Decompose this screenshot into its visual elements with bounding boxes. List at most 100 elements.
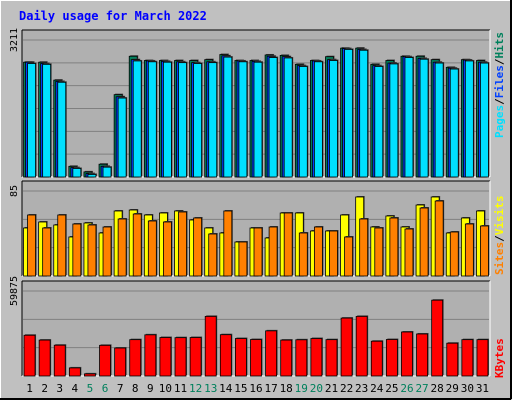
x-tick-label-23: 23 <box>355 382 368 395</box>
bar-pages-day-7 <box>117 97 127 178</box>
bar-sites-day-10 <box>163 221 172 277</box>
bar-kbytes-day-23 <box>355 315 368 377</box>
bar-kbytes-day-2 <box>38 339 51 377</box>
bar-pages-day-8 <box>132 60 142 178</box>
x-tick-label-9: 9 <box>147 382 154 395</box>
bar-pages-day-21 <box>329 60 338 178</box>
bar-pages-day-13 <box>208 62 218 178</box>
x-tick-label-4: 4 <box>72 382 79 395</box>
panel-kbytes: 59875 <box>9 276 491 377</box>
bar-kbytes-day-30 <box>461 339 474 377</box>
x-tick-label-25: 25 <box>385 382 398 395</box>
bar-sites-day-28 <box>434 200 444 277</box>
bar-sites-day-29 <box>449 231 459 277</box>
bar-sites-day-30 <box>464 223 474 277</box>
bar-sites-day-12 <box>193 217 203 277</box>
bar-pages-day-6 <box>102 166 112 178</box>
bar-sites-day-18 <box>283 212 293 277</box>
bar-sites-day-2 <box>42 227 52 277</box>
bar-sites-day-17 <box>268 226 278 277</box>
x-tick-label-11: 11 <box>174 382 187 395</box>
x-tick-label-12: 12 <box>189 382 202 395</box>
bar-kbytes-day-26 <box>401 331 413 377</box>
bar-pages-day-3 <box>57 81 67 178</box>
legend-sep-2: / <box>493 58 506 65</box>
bar-sites-day-22 <box>344 236 353 277</box>
bar-kbytes-day-15 <box>235 338 247 377</box>
bar-pages-day-9 <box>147 61 157 178</box>
bar-sites-day-20 <box>313 226 323 277</box>
bar-kbytes-day-27 <box>416 333 428 377</box>
bar-pages-day-29 <box>449 68 459 178</box>
x-tick-label-15: 15 <box>234 382 247 395</box>
bar-kbytes-day-11 <box>174 337 187 377</box>
bar-sites-day-15 <box>238 241 248 277</box>
chart-panels: 3211 85 59875 <box>9 28 491 377</box>
bar-sites-day-13 <box>208 233 218 277</box>
x-tick-label-28: 28 <box>431 382 444 395</box>
bar-pages-day-28 <box>434 62 444 178</box>
x-tick-label-20: 20 <box>310 382 323 395</box>
x-tick-label-21: 21 <box>325 382 338 395</box>
y-tick-label-hits-files-pages: 3211 <box>9 28 20 52</box>
bar-pages-day-15 <box>238 61 248 178</box>
bar-pages-day-19 <box>298 66 308 178</box>
bar-sites-day-1 <box>27 214 36 277</box>
legend-sep-1: / <box>493 98 506 105</box>
bar-pages-day-24 <box>374 66 384 178</box>
bar-pages-day-18 <box>283 57 293 178</box>
x-tick-label-10: 10 <box>159 382 172 395</box>
bar-kbytes-day-20 <box>310 338 323 377</box>
x-tick-label-14: 14 <box>219 382 233 395</box>
bar-sites-day-7 <box>117 218 127 277</box>
x-tick-label-7: 7 <box>117 382 124 395</box>
x-tick-label-29: 29 <box>446 382 459 395</box>
bar-sites-day-8 <box>132 213 142 277</box>
y-tick-label-visits-sites: 85 <box>9 185 20 197</box>
x-tick-label-3: 3 <box>56 382 63 395</box>
bar-kbytes-day-22 <box>340 317 353 377</box>
bar-sites-day-16 <box>253 227 263 277</box>
x-tick-label-8: 8 <box>132 382 139 395</box>
legend-visits-sites: Sites/Visits <box>493 196 506 276</box>
bar-kbytes-day-18 <box>280 339 293 377</box>
bar-sites-day-25 <box>389 217 399 277</box>
bar-pages-day-23 <box>359 49 369 178</box>
bar-sites-day-5 <box>87 224 97 277</box>
bar-pages-day-17 <box>268 57 278 178</box>
x-tick-label-30: 30 <box>461 382 474 395</box>
legend-files: Files <box>493 65 506 98</box>
bar-pages-day-27 <box>419 58 429 178</box>
bar-sites-day-24 <box>374 227 384 277</box>
x-tick-label-31: 31 <box>476 382 489 395</box>
panel-visits-sites: 85 <box>9 180 491 277</box>
x-tick-label-2: 2 <box>41 382 48 395</box>
chart-title: Daily usage for March 2022 <box>19 9 207 23</box>
bar-pages-day-10 <box>163 61 172 178</box>
bar-kbytes-day-28 <box>431 299 444 377</box>
bar-sites-day-3 <box>57 214 67 277</box>
bar-pages-day-11 <box>178 62 187 178</box>
bar-kbytes-day-8 <box>129 339 142 377</box>
legend-kbytes: KBytes <box>493 338 506 378</box>
panel-hits-files-pages: 3211 <box>9 28 491 178</box>
x-tick-label-19: 19 <box>295 382 308 395</box>
x-tick-label-13: 13 <box>204 382 217 395</box>
bar-pages-day-5 <box>87 174 97 178</box>
bar-kbytes-day-17 <box>265 330 277 377</box>
legend-sep-3: / <box>493 235 506 242</box>
bar-kbytes-day-6 <box>99 344 111 377</box>
legend-hits: Hits <box>493 32 506 59</box>
bar-pages-day-30 <box>464 60 474 178</box>
bar-sites-day-26 <box>404 228 414 277</box>
bar-sites-day-23 <box>359 218 369 277</box>
bar-pages-day-25 <box>389 63 399 178</box>
bar-kbytes-day-24 <box>370 340 383 377</box>
bar-pages-day-26 <box>404 57 414 178</box>
bar-pages-day-12 <box>193 63 203 178</box>
bar-sites-day-4 <box>72 223 82 277</box>
x-tick-label-26: 26 <box>400 382 413 395</box>
bar-sites-day-21 <box>329 230 338 277</box>
